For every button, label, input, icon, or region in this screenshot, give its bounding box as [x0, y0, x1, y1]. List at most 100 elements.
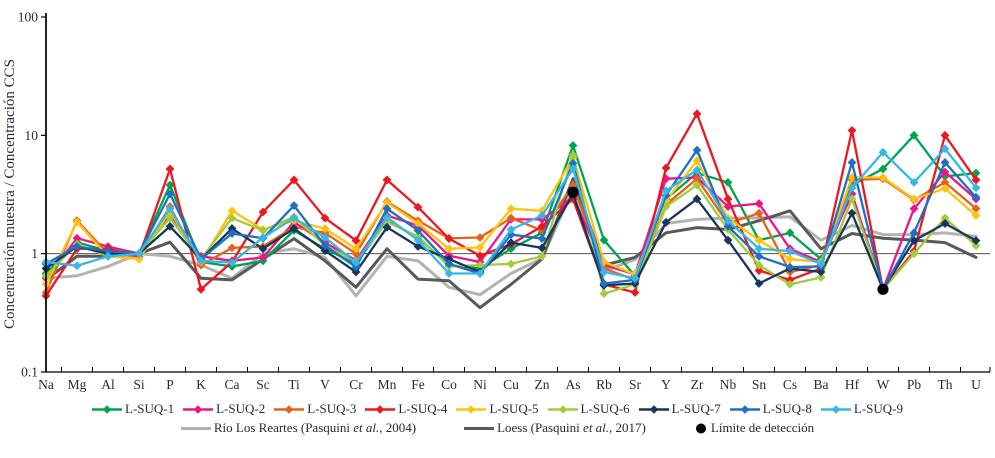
marker-L-SUQ-7-Co: [444, 254, 454, 264]
y-tick-label-0.1: 0.1: [21, 365, 38, 380]
x-label-Mn: Mn: [378, 377, 397, 392]
marker-L-SUQ-1-Cs: [785, 228, 795, 238]
marker-L-SUQ-7-Fe: [413, 242, 423, 251]
marker-L-SUQ-5-V: [320, 224, 330, 233]
marker-L-SUQ-8-Rb: [599, 279, 609, 288]
x-label-Sn: Sn: [752, 377, 767, 392]
x-label-Nb: Nb: [720, 377, 737, 392]
marker-L-SUQ-8-Mn: [382, 204, 392, 214]
x-label-As: As: [565, 377, 580, 392]
marker-L-SUQ-2-Sc: [258, 252, 268, 262]
marker-L-SUQ-7-Y: [661, 217, 671, 227]
legend-detection-dot-swatch: [695, 423, 706, 433]
marker-L-SUQ-4-U: [971, 175, 981, 185]
legend-label: L-SUQ-3: [307, 401, 357, 416]
marker-L-SUQ-8-Al: [103, 246, 113, 256]
marker-L-SUQ-9-Ni: [475, 269, 485, 278]
legend-item-L-SUQ-9: L-SUQ-9: [820, 401, 903, 417]
marker-L-SUQ-8-Cs: [785, 262, 795, 272]
marker-L-SUQ-6-P: [165, 213, 175, 223]
y-tick-label-10: 10: [25, 128, 39, 143]
x-label-Si: Si: [133, 377, 145, 392]
marker-L-SUQ-5-Pb: [909, 194, 919, 204]
marker-L-SUQ-5-Cs: [785, 254, 795, 264]
y-tick-label-100: 100: [18, 10, 39, 25]
marker-L-SUQ-5-Co: [444, 244, 454, 254]
marker-L-SUQ-5-Th: [940, 184, 950, 193]
x-label-Th: Th: [938, 377, 953, 392]
marker-L-SUQ-8-Fe: [413, 226, 423, 235]
marker-L-SUQ-8-P: [165, 189, 175, 199]
legend-item-L-SUQ-7: L-SUQ-7: [638, 401, 721, 417]
marker-L-SUQ-7-Zr: [692, 194, 702, 204]
marker-L-SUQ-6-Pb: [909, 249, 919, 259]
marker-L-SUQ-3-Zr: [692, 174, 702, 184]
series-line-Loess (Pasquini et al., 2017): [44, 177, 978, 310]
marker-L-SUQ-9-Nb: [723, 216, 733, 226]
legend-line-diamond-swatch: [92, 404, 122, 414]
x-label-Zr: Zr: [691, 377, 704, 392]
chart-legend: L-SUQ-1 L-SUQ-2 L-SUQ-3 L-SUQ-4 L-SUQ-5 L-SUQ…: [0, 399, 995, 436]
marker-L-SUQ-4-P: [165, 164, 175, 174]
marker-L-SUQ-6-Sc: [258, 226, 268, 235]
legend-line-diamond-swatch: [365, 404, 396, 414]
marker-L-SUQ-9-K: [196, 256, 206, 266]
marker-L-SUQ-7-Sc: [258, 244, 268, 254]
marker-L-SUQ-9-U: [971, 183, 981, 193]
marker-L-SUQ-7-Ba: [816, 267, 826, 277]
marker-L-SUQ-9-Ca: [227, 258, 237, 268]
marker-L-SUQ-7-Mn: [382, 222, 392, 232]
marker-L-SUQ-6-Th: [940, 213, 950, 223]
marker-L-SUQ-4-Cr: [351, 236, 361, 245]
legend-item-detection-limit: Límite de detección: [694, 420, 814, 436]
legend-label: Límite de detección: [710, 420, 815, 435]
marker-L-SUQ-4-Zn: [537, 221, 547, 231]
marker-L-SUQ-8-Sn: [754, 251, 764, 261]
marker-L-SUQ-9-Pb: [909, 178, 919, 187]
marker-L-SUQ-2-Sn: [754, 199, 764, 208]
legend-label: L-SUQ-2: [216, 401, 266, 416]
x-label-Pb: Pb: [907, 377, 922, 392]
marker-L-SUQ-4-Sr: [630, 288, 640, 297]
marker-L-SUQ-4-Zr: [692, 109, 702, 119]
x-label-Ba: Ba: [814, 377, 829, 392]
marker-L-SUQ-1-As: [568, 141, 578, 150]
x-label-Ti: Ti: [288, 377, 300, 392]
marker-L-SUQ-6-Sn: [754, 260, 764, 270]
x-label-Ca: Ca: [225, 377, 240, 392]
marker-L-SUQ-8-Ca: [227, 229, 237, 238]
y-axis-title: Concentración muestra / Concentración CC…: [2, 59, 18, 329]
marker-L-SUQ-8-Hf: [847, 158, 857, 167]
marker-L-SUQ-9-Zr: [692, 165, 702, 175]
marker-L-SUQ-8-Th: [940, 158, 950, 167]
x-label-Y: Y: [661, 377, 671, 392]
marker-L-SUQ-7-Ca: [227, 224, 237, 233]
marker-L-SUQ-4-Y: [661, 163, 671, 173]
legend-label: L-SUQ-5: [489, 401, 539, 416]
marker-L-SUQ-6-Ba: [816, 273, 826, 282]
legend-item-L-SUQ-2: L-SUQ-2: [183, 401, 265, 417]
marker-L-SUQ-9-P: [165, 204, 175, 214]
legend-label: L-SUQ-8: [762, 401, 812, 416]
marker-L-SUQ-6-Rb: [599, 289, 609, 298]
marker-L-SUQ-7-Zn: [537, 243, 547, 253]
legend-line-diamond-swatch: [729, 404, 760, 414]
marker-L-SUQ-3-Ni: [475, 233, 485, 242]
legend-line-diamond-swatch: [456, 404, 487, 414]
legend-item-L-SUQ-5: L-SUQ-5: [456, 401, 539, 417]
marker-L-SUQ-5-Si: [134, 254, 144, 264]
legend-label: Río Los Reartes (Pasquini et al., 2004): [213, 420, 417, 435]
marker-L-SUQ-2-Pb: [909, 204, 919, 214]
marker-L-SUQ-5-W: [878, 173, 888, 182]
marker-L-SUQ-4-Cs: [785, 275, 795, 285]
marker-L-SUQ-4-Fe: [413, 202, 423, 212]
detection-limit-dot-W: [877, 283, 889, 295]
marker-L-SUQ-9-Mn: [382, 212, 392, 222]
legend-line-diamond-swatch: [183, 404, 214, 414]
x-label-K: K: [196, 377, 206, 392]
marker-L-SUQ-8-Cr: [351, 262, 361, 272]
marker-L-SUQ-8-Nb: [723, 221, 733, 231]
legend-line-swatch: [464, 426, 495, 430]
marker-L-SUQ-7-Cr: [351, 267, 361, 277]
legend-label: L-SUQ-9: [853, 401, 903, 416]
